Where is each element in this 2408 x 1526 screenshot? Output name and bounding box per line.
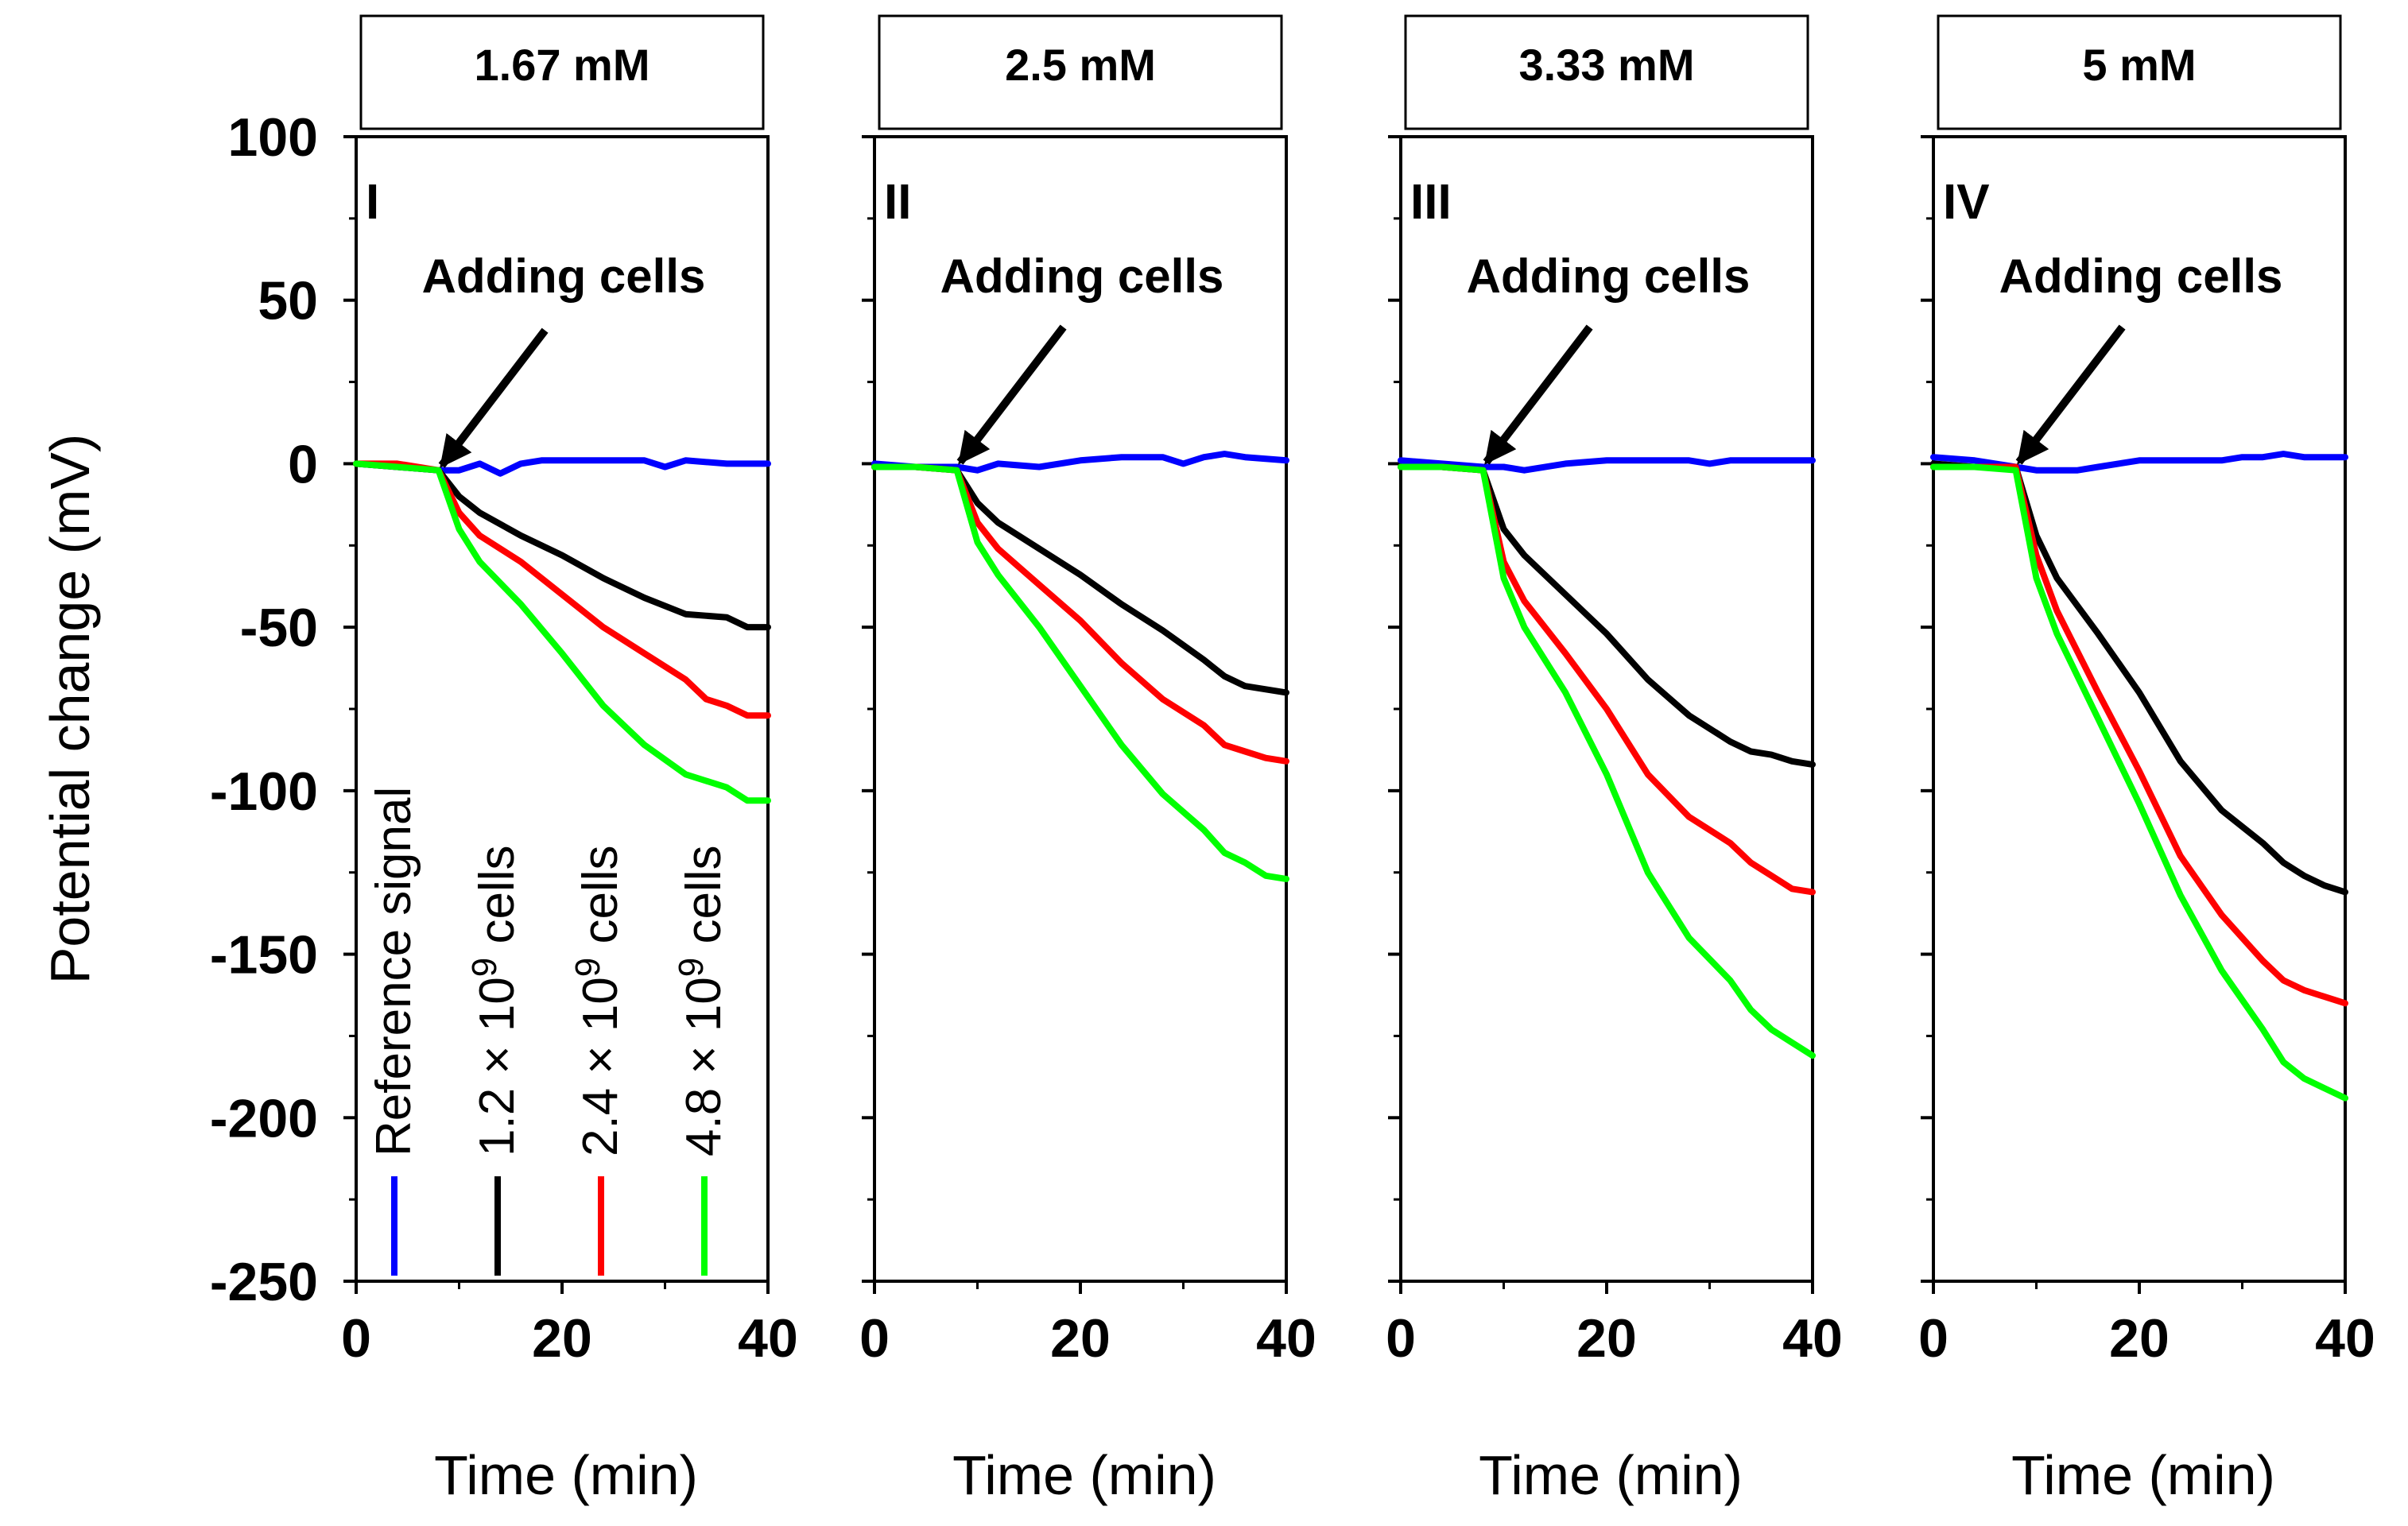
panel-title-box <box>359 14 765 130</box>
annotation-arrow <box>1483 324 1593 465</box>
series-line <box>353 460 771 719</box>
x-tick-label: 0 <box>1386 1308 1416 1369</box>
panel-1: 1.67 mM 0 20 40 Time (min) I Adding cells <box>341 14 798 1506</box>
series-line <box>1930 460 2348 896</box>
y-tick-label: 50 <box>258 271 318 331</box>
annotation-text: Adding cells <box>1999 250 2283 303</box>
annotation-arrow <box>956 324 1067 465</box>
x-tick-label: 20 <box>532 1308 592 1369</box>
panel-label: IV <box>1943 175 1990 230</box>
x-tick-label: 40 <box>738 1308 798 1369</box>
panel-title: 2.5 mM <box>1005 40 1156 90</box>
series-line <box>871 463 1289 696</box>
x-axis-title: Time (min) <box>2011 1444 2275 1506</box>
panel-label: II <box>884 175 911 230</box>
plot-frame <box>873 135 1288 1283</box>
legend-label: Reference signal <box>366 787 421 1156</box>
x-tick-label: 0 <box>1918 1308 1949 1369</box>
series-line <box>1398 463 1816 896</box>
legend-item: 1.2 × 109 cells <box>465 845 525 1276</box>
x-tick-label: 20 <box>2109 1308 2170 1369</box>
panel-title: 3.33 mM <box>1519 40 1695 90</box>
series-line <box>871 451 1289 474</box>
series-line <box>353 460 771 631</box>
x-axis-title: Time (min) <box>434 1444 698 1506</box>
series-line <box>1398 463 1816 1059</box>
y-tick-label: -50 <box>240 598 318 658</box>
plot-frame <box>1932 135 2347 1283</box>
series-line <box>353 457 771 477</box>
panel-3: 3.33 mM 0 20 40 Time (min) III Adding cells <box>1386 14 1843 1506</box>
x-axis-title: Time (min) <box>952 1444 1216 1506</box>
panel-title: 5 mM <box>2082 40 2196 90</box>
series-line <box>1930 463 2348 1007</box>
y-tick-label: -100 <box>210 761 318 822</box>
series-line <box>1398 457 1816 474</box>
x-axis-title: Time (min) <box>1479 1444 1743 1506</box>
legend-item: Reference signal <box>366 787 421 1276</box>
y-axis-title: Potential change (mV) <box>39 434 101 985</box>
x-tick-label: 40 <box>2315 1308 2375 1369</box>
series-line <box>1930 451 2348 474</box>
series-line <box>1930 463 2348 1102</box>
panel-title-box <box>1937 14 2342 130</box>
annotation-text: Adding cells <box>422 250 706 303</box>
legend-label: 1.2 × 109 cells <box>465 845 525 1156</box>
annotation-text: Adding cells <box>940 250 1224 303</box>
x-tick-label: 40 <box>1782 1308 1843 1369</box>
legend-item: 4.8 × 109 cells <box>672 845 731 1276</box>
y-tick-label: 100 <box>228 107 318 168</box>
y-tick-label: -200 <box>210 1088 318 1148</box>
series-line <box>871 463 1289 882</box>
panel-title-box <box>878 14 1283 130</box>
x-tick-label: 0 <box>859 1308 890 1369</box>
x-tick-label: 0 <box>341 1308 371 1369</box>
y-tick-label: -250 <box>210 1252 318 1312</box>
series-line <box>871 463 1289 765</box>
panel-2: 2.5 mM 0 20 40 Time (min) II Adding cells <box>859 14 1316 1506</box>
panel-title-box <box>1404 14 1809 130</box>
annotation-text: Adding cells <box>1467 250 1751 303</box>
panel-title: 1.67 mM <box>475 40 650 90</box>
x-tick-label: 20 <box>1576 1308 1637 1369</box>
panel-label: III <box>1410 175 1452 230</box>
legend-label: 2.4 × 109 cells <box>568 845 628 1156</box>
panel-label: I <box>366 175 379 230</box>
legend-item: 2.4 × 109 cells <box>568 845 628 1276</box>
series-line <box>1398 463 1816 768</box>
y-tick-label: 0 <box>288 434 318 494</box>
series-line <box>353 460 771 804</box>
annotation-arrow <box>438 327 549 468</box>
annotation-arrow <box>2015 324 2126 465</box>
legend-label: 4.8 × 109 cells <box>672 845 731 1156</box>
x-tick-label: 40 <box>1256 1308 1316 1369</box>
y-tick-label: -150 <box>210 925 318 986</box>
x-tick-label: 20 <box>1050 1308 1111 1369</box>
